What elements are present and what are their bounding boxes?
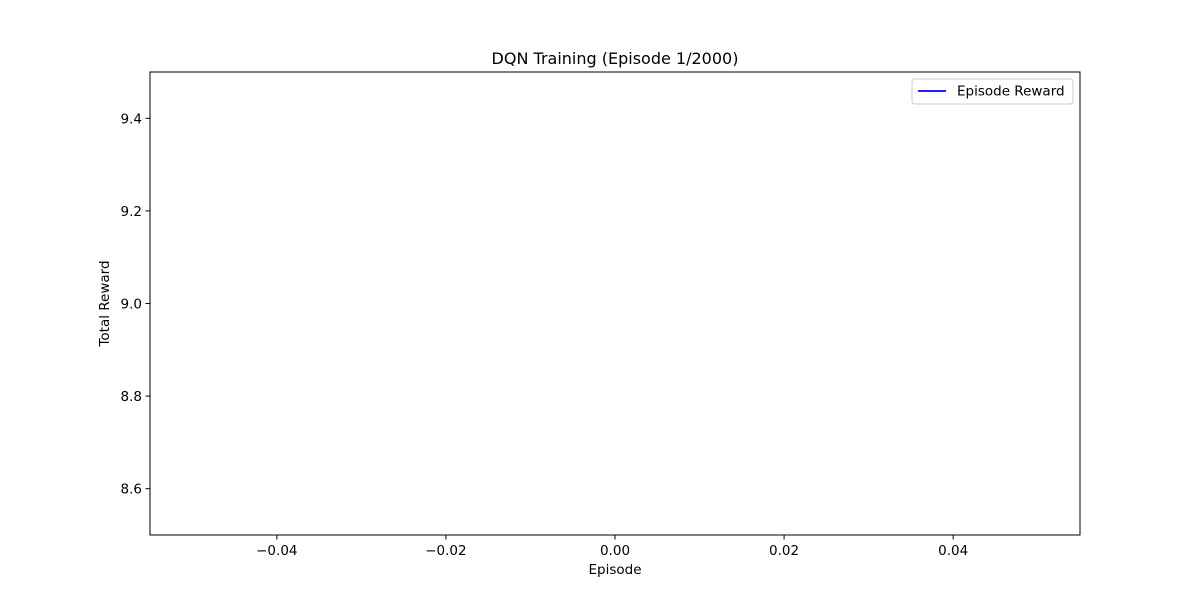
x-tick-label: 0.00	[600, 543, 630, 559]
x-tick-label: −0.04	[256, 543, 297, 559]
legend: Episode Reward	[911, 78, 1074, 105]
x-tick-label: 0.02	[769, 543, 799, 559]
y-tick-label: 8.8	[121, 389, 142, 405]
x-axis-label: Episode	[588, 562, 641, 578]
y-tick-label: 9.2	[121, 204, 142, 220]
y-tick-label: 9.4	[121, 111, 142, 127]
y-tick-label: 8.6	[121, 482, 142, 498]
x-tick-label: 0.04	[938, 543, 968, 559]
y-axis: 8.6 8.8 9.0 9.2 9.4	[121, 111, 150, 498]
legend-box	[911, 78, 1074, 105]
x-axis: −0.04 −0.02 0.00 0.02 0.04	[256, 535, 968, 559]
y-tick-label: 9.0	[121, 297, 142, 313]
y-axis-label: Total Reward	[97, 260, 113, 347]
x-tick-label: −0.02	[425, 543, 466, 559]
legend-label: Episode Reward	[957, 84, 1065, 100]
chart-title: DQN Training (Episode 1/2000)	[492, 49, 739, 68]
